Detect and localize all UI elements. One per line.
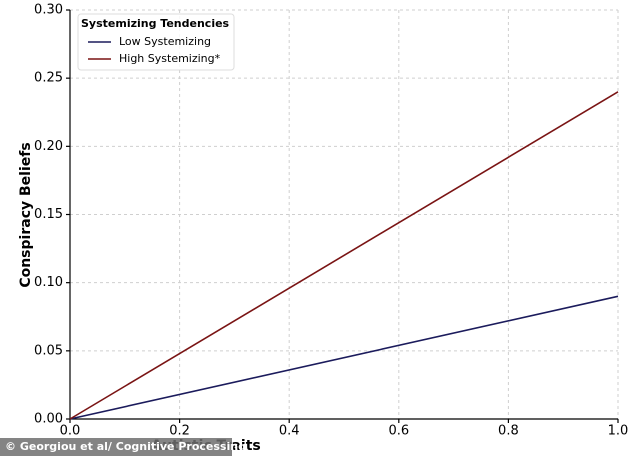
y-axis-label: Conspiracy Beliefs <box>18 142 34 287</box>
series-line <box>69 295 619 420</box>
x-tick-label: 0.8 <box>498 424 519 439</box>
legend-title: Systemizing Tendencies <box>81 17 230 30</box>
x-tick-label: 0.6 <box>388 424 409 439</box>
legend-label: Low Systemizing <box>119 35 211 48</box>
y-tick-label: 0.30 <box>34 3 63 18</box>
credit-bg <box>0 438 232 456</box>
y-tick-label: 0.20 <box>34 139 63 154</box>
y-tick-label: 0.15 <box>34 207 63 222</box>
y-tick-label: 0.05 <box>34 343 63 358</box>
legend-box <box>77 13 235 71</box>
legend-label: High Systemizing* <box>119 52 221 65</box>
x-tick-label: 0.0 <box>60 424 81 439</box>
x-tick-label: 0.2 <box>169 424 190 439</box>
x-tick-label: 0.4 <box>279 424 300 439</box>
series-line <box>69 91 619 420</box>
credit: © Georgiou et al/ Cognitive Processing <box>5 440 246 453</box>
y-tick-label: 0.25 <box>34 71 63 86</box>
y-tick-label: 0.10 <box>34 275 63 290</box>
y-tick-label: 0.00 <box>34 412 63 427</box>
x-tick-label: 1.0 <box>608 424 629 439</box>
